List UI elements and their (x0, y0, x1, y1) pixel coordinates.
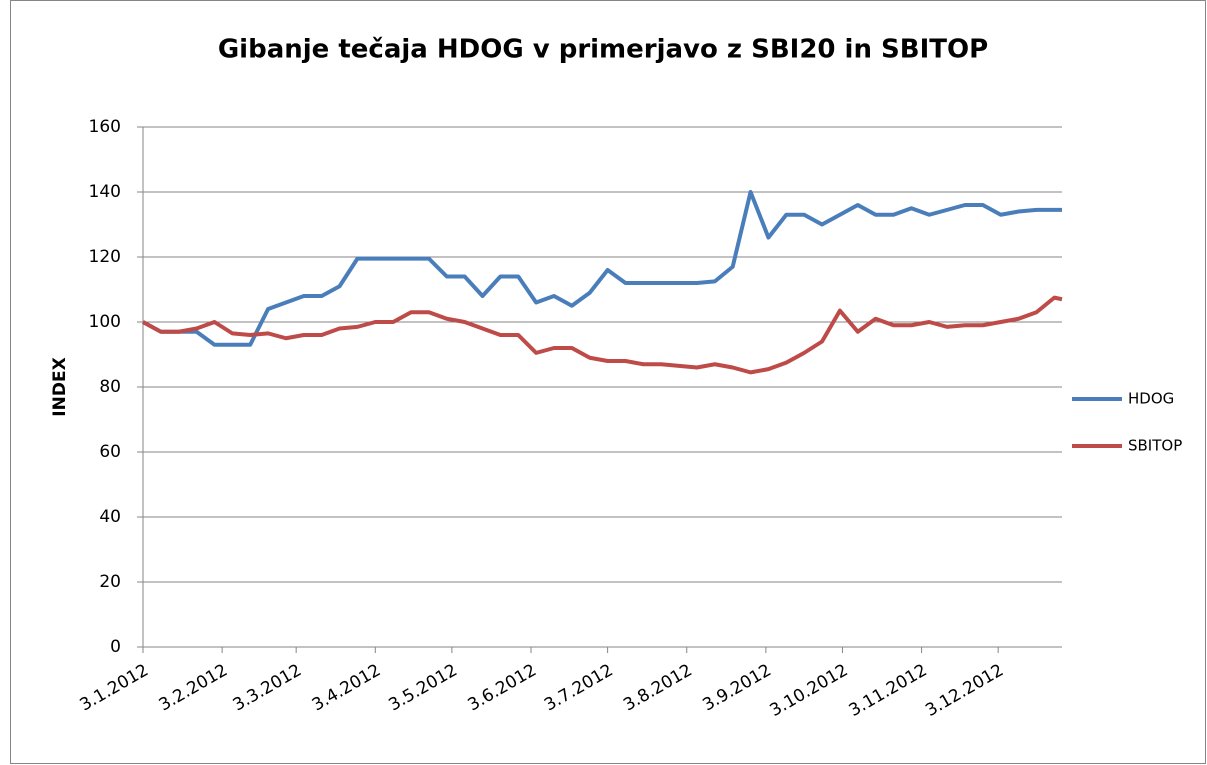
y-tick-label: 40 (99, 507, 121, 527)
chart-frame (10, 0, 1206, 764)
y-tick-label: 0 (110, 637, 121, 657)
legend-label: SBITOP (1128, 437, 1182, 455)
y-tick-label: 160 (89, 117, 121, 137)
y-tick-label: 100 (89, 312, 121, 332)
legend-label: HDOG (1128, 390, 1174, 408)
y-tick-label: 80 (99, 377, 121, 397)
y-tick-label: 120 (89, 247, 121, 267)
series-line (142, 295, 1063, 375)
y-tick-label: 20 (99, 572, 121, 592)
y-axis-title: INDEX (50, 357, 70, 416)
y-tick-label: 60 (99, 442, 121, 462)
series-line (142, 190, 1062, 347)
chart-title: Gibanje tečaja HDOG v primerjavo z SBI20… (218, 35, 988, 65)
y-tick-label: 140 (89, 182, 121, 202)
